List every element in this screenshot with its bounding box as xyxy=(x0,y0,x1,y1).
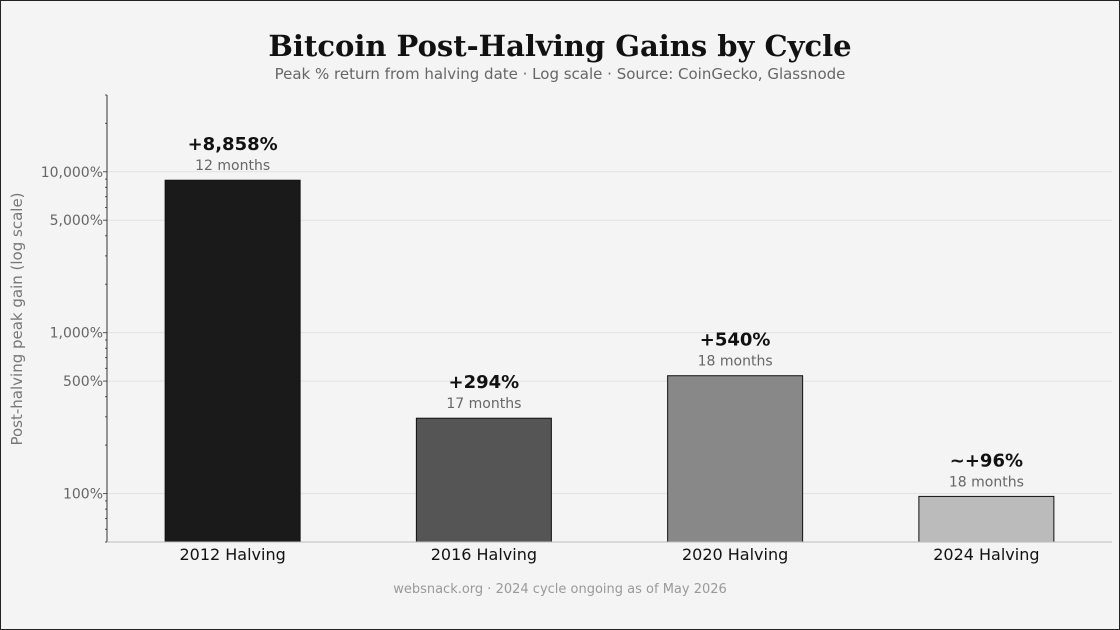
x-tick-label: 2020 Halving xyxy=(682,545,788,564)
bar-2024 xyxy=(918,495,1055,543)
chart-footer: websnack.org · 2024 cycle ongoing as of … xyxy=(393,582,727,597)
y-tick-label: 1,000% xyxy=(50,326,103,342)
bar-value-label: +8,858% xyxy=(188,134,278,155)
bar-value-label: ~+96% xyxy=(950,450,1023,471)
chart-subtitle: Peak % return from halving date · Log sc… xyxy=(274,65,846,83)
x-tick-label: 2016 Halving xyxy=(431,545,537,564)
bar-duration-label: 12 months xyxy=(195,158,270,174)
bar-duration-label: 18 months xyxy=(949,474,1024,490)
chart-title: Bitcoin Post-Halving Gains by Cycle xyxy=(268,29,852,63)
axes: 100% 500% 1,000% 5,000% 10,000% xyxy=(41,94,1112,543)
bar-duration-label: 18 months xyxy=(698,354,773,370)
bar-2020 xyxy=(667,375,804,543)
y-tick-label: 10,000% xyxy=(41,165,103,181)
y-axis-label: Post-halving peak gain (log scale) xyxy=(8,192,26,445)
bar-duration-label: 17 months xyxy=(446,396,521,412)
bar-2012 xyxy=(164,179,301,543)
bar-value-label: +540% xyxy=(700,330,771,351)
bar-value-label: +294% xyxy=(449,372,520,393)
y-tick-label: 5,000% xyxy=(50,213,103,229)
labels: +8,858% 12 months 2012 Halving +294% 17 mont… xyxy=(179,134,1039,564)
bar-2016 xyxy=(415,417,552,543)
x-tick-label: 2024 Halving xyxy=(933,545,1039,564)
y-tick-label: 500% xyxy=(63,374,103,390)
y-tick-label: 100% xyxy=(63,487,103,503)
bars xyxy=(164,179,1055,543)
x-tick-label: 2012 Halving xyxy=(179,545,285,564)
